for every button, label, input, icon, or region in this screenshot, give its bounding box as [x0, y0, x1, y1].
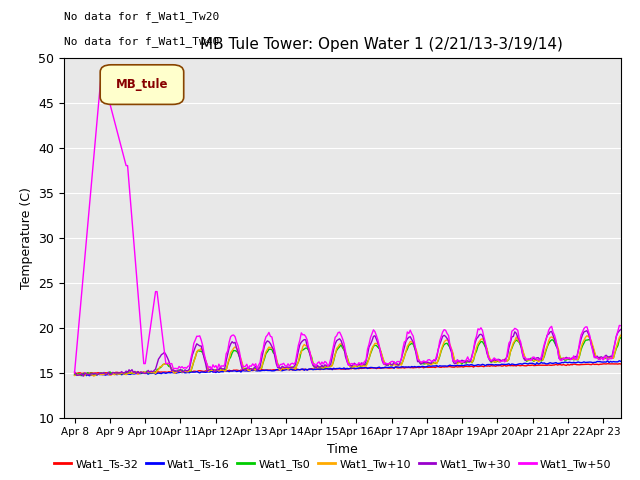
Wat1_Tw+10 [256, 366, 264, 372]
Wat1_Tw+30 [162, 352, 170, 358]
Wat1_Ts-16 [86, 373, 93, 379]
Wat1_Tw+30 [79, 373, 87, 379]
Wat1_Tw+50 [97, 73, 105, 79]
Line: Wat1_Tw+30: Wat1_Tw+30 [75, 329, 621, 376]
Wat1_Ts-16 [473, 362, 481, 368]
Wat1_Tw+10 [71, 372, 79, 378]
Wat1_Ts0 [71, 372, 79, 378]
Wat1_Ts-32 [141, 370, 149, 375]
Wat1_Ts-16 [256, 368, 264, 374]
Wat1_Ts0 [77, 372, 84, 378]
Wat1_Tw+30 [71, 369, 79, 375]
Line: Wat1_Tw+10: Wat1_Tw+10 [75, 335, 621, 376]
Wat1_Tw+10 [607, 354, 614, 360]
Wat1_Tw+50 [141, 361, 149, 367]
Wat1_Tw+10 [617, 332, 625, 338]
Wat1_Ts-32 [162, 369, 170, 375]
Wat1_Ts0 [473, 348, 481, 354]
Wat1_Tw+50 [162, 361, 170, 367]
Line: Wat1_Ts-16: Wat1_Ts-16 [75, 361, 621, 376]
Wat1_Ts-32 [71, 370, 79, 376]
Wat1_Tw+10 [351, 363, 358, 369]
Wat1_Tw+50 [351, 362, 358, 368]
Wat1_Tw+50 [607, 356, 614, 361]
X-axis label: Time: Time [327, 443, 358, 456]
Wat1_Ts-32 [617, 361, 625, 367]
Wat1_Tw+30 [617, 326, 625, 332]
Wat1_Ts0 [162, 361, 170, 367]
Wat1_Ts-16 [607, 359, 614, 364]
Wat1_Ts-32 [100, 371, 108, 376]
Wat1_Ts-32 [473, 363, 481, 369]
Line: Wat1_Ts0: Wat1_Ts0 [75, 337, 621, 375]
FancyBboxPatch shape [100, 65, 184, 104]
Wat1_Ts-32 [616, 361, 623, 367]
Wat1_Tw+50 [473, 333, 481, 339]
Text: No data for f_Wat1_Tw20: No data for f_Wat1_Tw20 [64, 11, 220, 22]
Line: Wat1_Ts-32: Wat1_Ts-32 [75, 364, 621, 373]
Wat1_Ts0 [256, 365, 264, 371]
Title: MB Tule Tower: Open Water 1 (2/21/13-3/19/14): MB Tule Tower: Open Water 1 (2/21/13-3/1… [200, 37, 563, 52]
Line: Wat1_Tw+50: Wat1_Tw+50 [75, 76, 621, 372]
Wat1_Tw+30 [141, 371, 149, 376]
Text: No data for f_Wat1_Tw40: No data for f_Wat1_Tw40 [64, 36, 220, 47]
Wat1_Tw+30 [256, 363, 264, 369]
Wat1_Tw+30 [607, 353, 614, 359]
Wat1_Tw+30 [351, 360, 358, 366]
Wat1_Ts-16 [71, 372, 79, 378]
Text: MB_tule: MB_tule [116, 78, 168, 91]
Wat1_Ts0 [617, 335, 625, 340]
Wat1_Ts-16 [141, 370, 149, 376]
Wat1_Ts0 [141, 370, 149, 376]
Wat1_Ts-32 [607, 361, 614, 367]
Wat1_Ts-32 [256, 367, 264, 373]
Wat1_Tw+10 [162, 361, 170, 367]
Wat1_Tw+10 [141, 370, 149, 375]
Wat1_Tw+50 [71, 370, 79, 375]
Y-axis label: Temperature (C): Temperature (C) [20, 187, 33, 288]
Wat1_Ts0 [351, 363, 358, 369]
Wat1_Tw+50 [256, 360, 264, 365]
Wat1_Ts-16 [616, 358, 623, 364]
Wat1_Tw+50 [617, 323, 625, 329]
Wat1_Tw+30 [473, 336, 481, 342]
Wat1_Ts-16 [351, 365, 358, 371]
Wat1_Ts-16 [162, 371, 170, 376]
Wat1_Tw+10 [90, 373, 97, 379]
Wat1_Tw+10 [473, 345, 481, 350]
Wat1_Ts-32 [351, 366, 358, 372]
Legend: Wat1_Ts-32, Wat1_Ts-16, Wat1_Ts0, Wat1_Tw+10, Wat1_Tw+30, Wat1_Tw+50: Wat1_Ts-32, Wat1_Ts-16, Wat1_Ts0, Wat1_T… [50, 455, 616, 474]
Wat1_Ts0 [607, 354, 614, 360]
Wat1_Ts-16 [617, 359, 625, 364]
